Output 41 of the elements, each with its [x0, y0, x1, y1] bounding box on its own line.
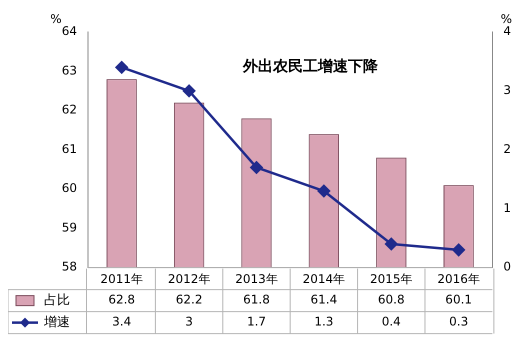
- point: [385, 238, 398, 250]
- point: [115, 61, 128, 74]
- point: [452, 244, 465, 256]
- y-axis-title: %: [50, 12, 62, 26]
- x-tick-label: 2015年: [370, 272, 413, 286]
- data-label: 1.3: [314, 314, 334, 329]
- x-tick-label: 2012年: [168, 272, 210, 286]
- y2-tick-label: 0: [503, 260, 512, 274]
- data-label: 62.2: [176, 292, 202, 307]
- y2-axis-title: %: [500, 12, 512, 26]
- data-label: 62.8: [108, 292, 136, 307]
- data-label: 60.8: [378, 292, 405, 307]
- data-label: 3: [185, 314, 193, 329]
- y2-tick-label: 2: [503, 142, 512, 156]
- x-tick-label: 2016年: [437, 272, 480, 286]
- text: 外出农民工增速下降: [242, 56, 379, 75]
- data-label: 1.7: [246, 314, 266, 329]
- x-tick-label: 2011年: [100, 272, 143, 286]
- y-tick-label: 60: [62, 181, 77, 196]
- x-tick-label: 2014年: [302, 272, 346, 286]
- data-label: 61.4: [310, 292, 338, 307]
- data-label: 0.3: [449, 314, 468, 329]
- y-tick-label: 61: [62, 142, 77, 156]
- y2-tick-label: 1: [503, 200, 512, 215]
- legend-label: 占比: [44, 292, 70, 308]
- y-tick-label: 63: [62, 63, 77, 78]
- point: [182, 84, 196, 98]
- point: [318, 184, 330, 198]
- legend-label: 增速: [43, 314, 70, 330]
- y2-tick-label: 4: [503, 24, 512, 38]
- y-tick-label: 59: [62, 220, 77, 234]
- y-tick-label: 64: [62, 24, 77, 38]
- data-label: 0.4: [382, 314, 401, 329]
- y-tick-label: 58: [62, 260, 77, 274]
- x-tick-label: 2013年: [235, 272, 278, 286]
- data-label: 61.8: [243, 292, 270, 307]
- point: [250, 161, 263, 174]
- data-label: 3.4: [112, 314, 132, 329]
- y2-tick-label: 3: [503, 83, 512, 98]
- data-label: 60.1: [445, 292, 472, 307]
- y-tick-label: 62: [62, 102, 77, 117]
